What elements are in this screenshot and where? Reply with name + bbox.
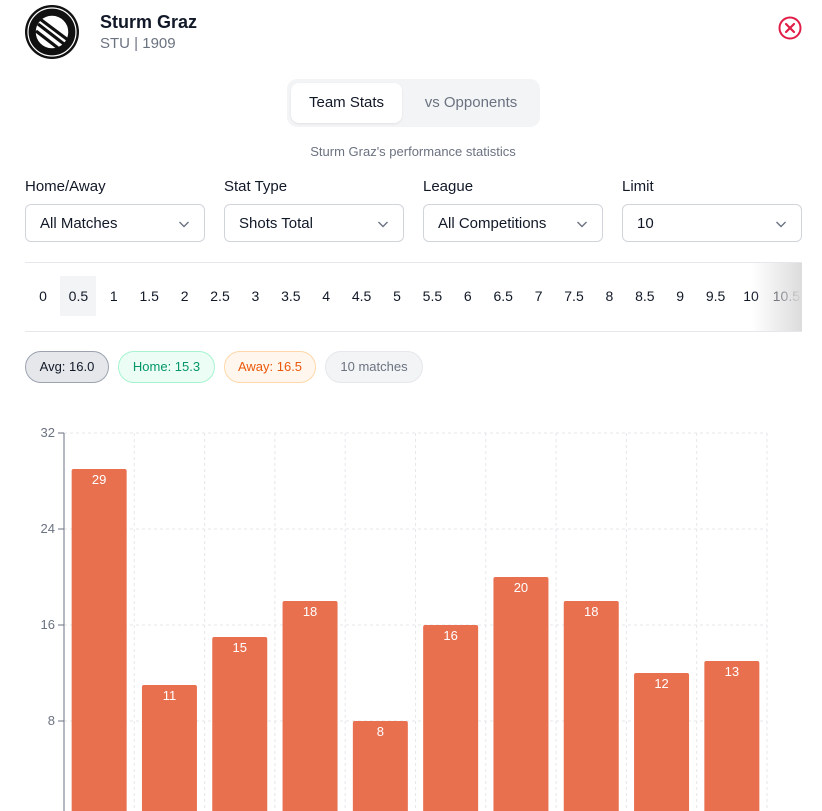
line-option[interactable]: 1 bbox=[109, 288, 118, 304]
filter-label: Stat Type bbox=[224, 178, 288, 195]
avg-badge: Avg: 16.0 bbox=[25, 351, 109, 383]
line-option[interactable]: 1.5 bbox=[139, 288, 159, 304]
home-away-select[interactable]: All Matches bbox=[25, 204, 205, 242]
tab-vs-opponents[interactable]: vs Opponents bbox=[424, 94, 518, 111]
bar[interactable] bbox=[352, 721, 408, 811]
chevron-down-icon bbox=[776, 221, 786, 228]
bar-value-label: 12 bbox=[654, 676, 668, 691]
filter-label: League bbox=[423, 178, 474, 195]
y-tick-label: 16 bbox=[41, 617, 55, 632]
line-option[interactable]: 9.5 bbox=[705, 288, 726, 304]
bar[interactable] bbox=[141, 685, 197, 811]
matches-count-badge: 10 matches bbox=[325, 351, 423, 383]
bar-value-label: 20 bbox=[514, 580, 528, 595]
bar[interactable] bbox=[71, 469, 127, 811]
chevron-down-icon bbox=[577, 221, 587, 228]
line-option[interactable]: 10.5 bbox=[772, 288, 801, 304]
bar[interactable] bbox=[423, 625, 479, 811]
line-option[interactable]: 5 bbox=[393, 288, 401, 304]
filter-limit: Limit 10 bbox=[622, 177, 802, 242]
bar-value-label: 13 bbox=[725, 664, 739, 679]
bar[interactable] bbox=[704, 661, 760, 811]
team-meta: STU | 1909 bbox=[100, 35, 176, 52]
view-tabs: Team Stats vs Opponents bbox=[287, 79, 540, 127]
bar[interactable] bbox=[212, 637, 268, 811]
page-subtitle: Sturm Graz's performance statistics bbox=[310, 144, 516, 159]
chevron-down-icon bbox=[179, 221, 189, 228]
close-circle-icon[interactable] bbox=[778, 16, 802, 40]
line-option[interactable]: 0.5 bbox=[60, 276, 97, 316]
tab-team-stats[interactable]: Team Stats bbox=[291, 83, 402, 123]
club-crest-icon bbox=[25, 5, 79, 59]
bar[interactable] bbox=[493, 577, 549, 811]
select-value: 10 bbox=[637, 215, 654, 232]
stats-bar-chart: 8 16 24 32 29 11 15 18 8 16 20 18 12 13 bbox=[41, 425, 768, 811]
bar[interactable] bbox=[563, 601, 619, 811]
line-option[interactable]: 2 bbox=[180, 288, 189, 304]
bar-value-label: 29 bbox=[92, 472, 106, 487]
line-option[interactable]: 6 bbox=[463, 288, 472, 304]
chevron-down-icon bbox=[378, 221, 388, 228]
line-option[interactable]: 5.5 bbox=[422, 288, 443, 304]
y-tick-label: 8 bbox=[48, 713, 55, 728]
select-value: All Matches bbox=[40, 215, 118, 232]
line-option[interactable]: 0 bbox=[39, 288, 47, 304]
filter-label: Home/Away bbox=[25, 178, 106, 195]
line-option[interactable]: 2.5 bbox=[210, 288, 230, 304]
filter-league: League All Competitions bbox=[423, 177, 603, 242]
y-tick-label: 32 bbox=[41, 425, 55, 440]
bar-value-label: 18 bbox=[303, 604, 317, 619]
line-option[interactable]: 7.5 bbox=[564, 288, 584, 304]
line-option[interactable]: 8.5 bbox=[635, 288, 655, 304]
bar[interactable] bbox=[282, 601, 338, 811]
team-header: Sturm Graz STU | 1909 bbox=[24, 4, 802, 60]
select-value: Shots Total bbox=[239, 215, 313, 232]
stat-type-select[interactable]: Shots Total bbox=[224, 204, 404, 242]
line-option[interactable]: 7 bbox=[534, 288, 543, 304]
line-option[interactable]: 6.5 bbox=[493, 288, 513, 304]
line-option[interactable]: 8 bbox=[605, 288, 614, 304]
league-select[interactable]: All Competitions bbox=[423, 204, 603, 242]
filter-home-away: Home/Away All Matches bbox=[25, 177, 205, 242]
line-option[interactable]: 3 bbox=[251, 288, 260, 304]
y-tick-label: 24 bbox=[41, 521, 55, 536]
bar-value-label: 16 bbox=[443, 628, 457, 643]
line-option[interactable]: 4 bbox=[322, 288, 331, 304]
line-selector[interactable]: 0 0.5 1 1.5 2 2.5 3 3.5 4 4.5 5 5.5 6 6.5 7 7.5 8 8.5 9 9.5… bbox=[25, 262, 802, 332]
team-name: Sturm Graz bbox=[100, 12, 198, 32]
line-option[interactable]: 4.5 bbox=[351, 288, 372, 304]
line-option[interactable]: 3.5 bbox=[281, 288, 301, 304]
filter-label: Limit bbox=[622, 178, 654, 195]
bar-value-label: 8 bbox=[377, 724, 384, 739]
bar-value-label: 18 bbox=[584, 604, 598, 619]
line-option[interactable]: 10 bbox=[743, 288, 759, 304]
away-avg-badge: Away: 16.5 bbox=[224, 351, 316, 383]
bar[interactable] bbox=[634, 673, 690, 811]
select-value: All Competitions bbox=[438, 215, 547, 232]
bar-value-label: 15 bbox=[233, 640, 247, 655]
limit-select[interactable]: 10 bbox=[622, 204, 802, 242]
bar-value-label: 11 bbox=[163, 688, 177, 703]
home-avg-badge: Home: 15.3 bbox=[118, 351, 215, 383]
line-option[interactable]: 9 bbox=[676, 288, 685, 304]
filter-stat-type: Stat Type Shots Total bbox=[224, 177, 404, 242]
